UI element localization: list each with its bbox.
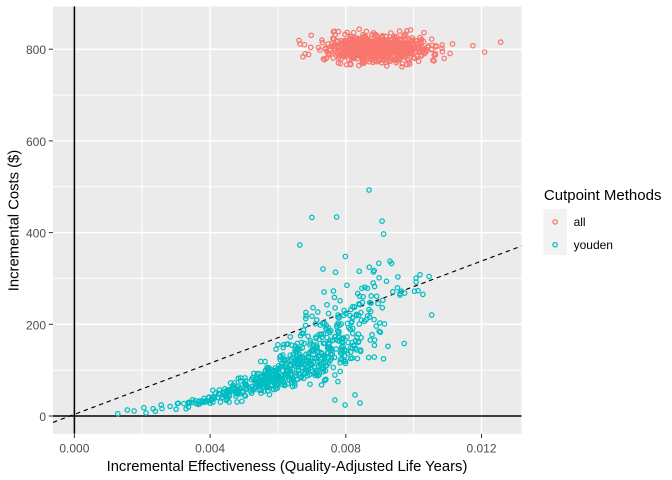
svg-text:0.008: 0.008 <box>331 442 361 456</box>
svg-text:Incremental Costs ($): Incremental Costs ($) <box>7 150 23 292</box>
svg-text:youden: youden <box>574 238 613 252</box>
svg-text:800: 800 <box>26 43 46 57</box>
svg-text:600: 600 <box>26 135 46 149</box>
svg-text:0.012: 0.012 <box>466 442 496 456</box>
svg-text:all: all <box>574 215 586 229</box>
svg-text:0.000: 0.000 <box>59 442 89 456</box>
svg-text:Incremental Effectiveness (Qua: Incremental Effectiveness (Quality-Adjus… <box>107 459 468 475</box>
svg-text:0.004: 0.004 <box>195 442 225 456</box>
svg-text:Cutpoint Methods: Cutpoint Methods <box>544 187 662 204</box>
svg-text:200: 200 <box>26 318 46 332</box>
svg-text:0: 0 <box>39 410 46 424</box>
svg-text:400: 400 <box>26 227 46 241</box>
